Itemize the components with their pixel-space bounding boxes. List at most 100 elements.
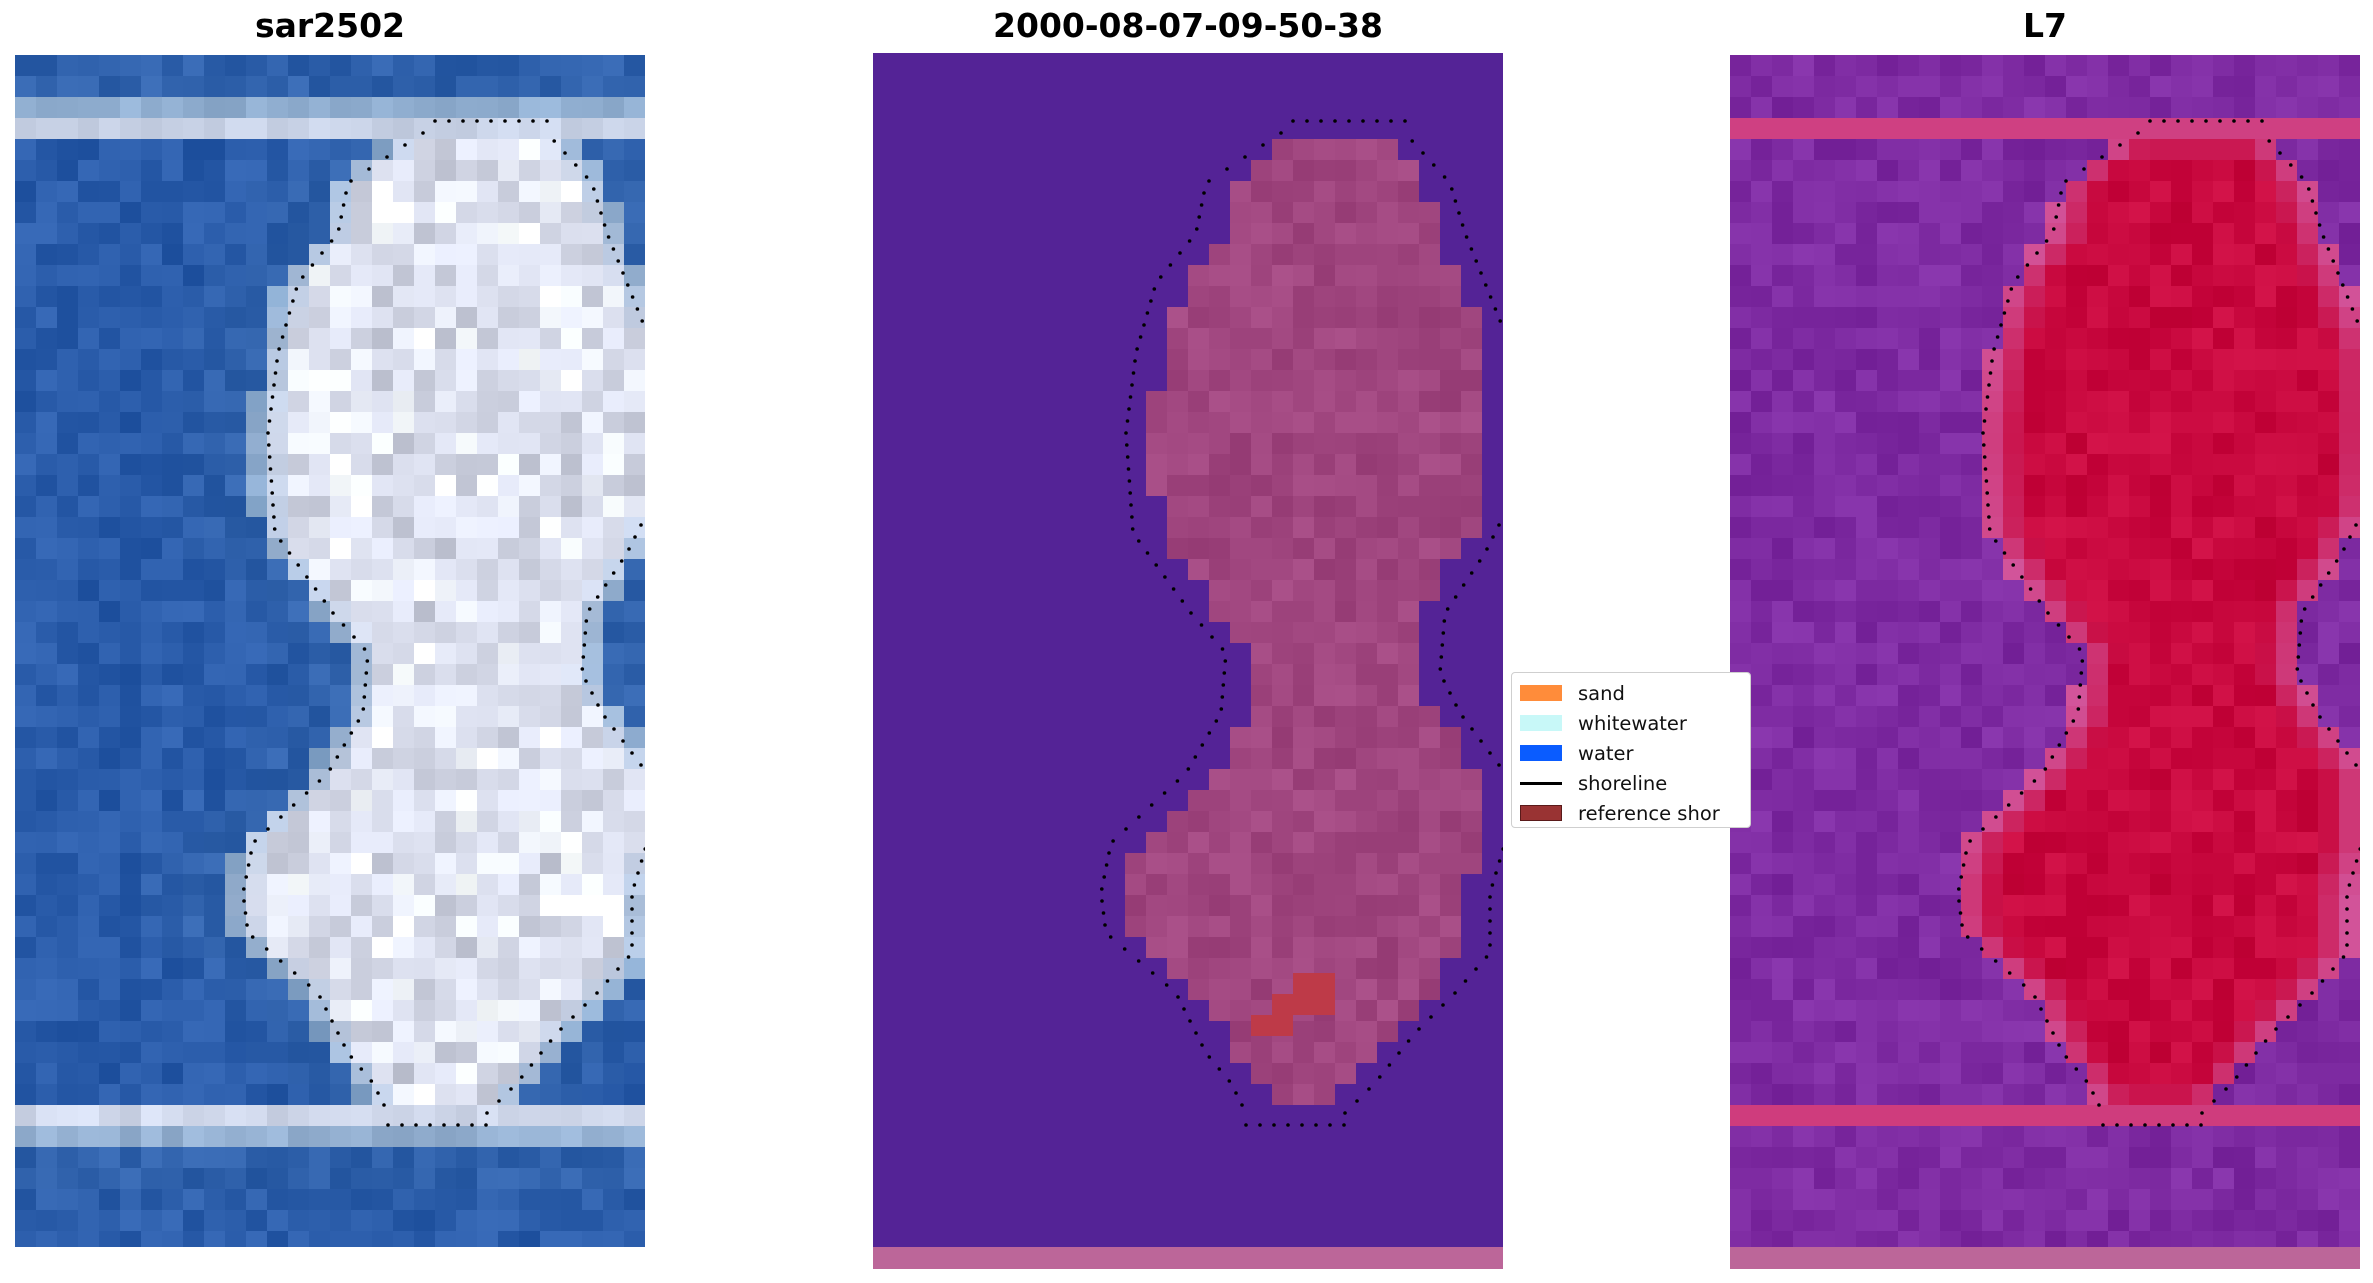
index-pixel [2003, 559, 2024, 580]
rgb-pixel [183, 496, 204, 517]
rgb-pixel [393, 1231, 414, 1247]
land-class-pixel [1251, 580, 1272, 601]
rgb-pixel [99, 433, 120, 454]
shoreline-dot [2278, 151, 2282, 155]
index-pixel [2234, 1189, 2255, 1210]
land-class-pixel [1146, 454, 1167, 475]
rgb-pixel [540, 349, 561, 370]
index-pixel [2003, 748, 2024, 769]
rgb-pixel [561, 538, 582, 559]
land-class-pixel [1251, 916, 1272, 937]
land-class-pixel [1125, 874, 1146, 895]
index-pixel [1877, 1210, 1898, 1231]
rgb-pixel [582, 769, 603, 790]
index-pixel [1940, 538, 1961, 559]
land-class-pixel [1440, 853, 1461, 874]
rgb-pixel [141, 601, 162, 622]
land-class-pixel [1356, 433, 1377, 454]
index-pixel [1877, 223, 1898, 244]
land-class-pixel [1398, 433, 1419, 454]
rgb-pixel [477, 475, 498, 496]
rgb-pixel [351, 1147, 372, 1168]
index-pixel [1877, 1105, 1898, 1126]
rgb-pixel [162, 748, 183, 769]
index-pixel [2255, 307, 2276, 328]
index-pixel [2087, 181, 2108, 202]
rgb-pixel [477, 622, 498, 643]
rgb-pixel [246, 433, 267, 454]
shoreline-dot [244, 875, 248, 879]
index-pixel [2108, 181, 2129, 202]
rgb-pixel [204, 1231, 225, 1247]
index-pixel [2318, 1210, 2339, 1231]
shoreline-dot [2067, 635, 2071, 639]
rgb-pixel [435, 1147, 456, 1168]
rgb-pixel [36, 97, 57, 118]
index-pixel [1982, 1021, 2003, 1042]
land-class-pixel [1356, 139, 1377, 160]
land-class-pixel [1293, 664, 1314, 685]
rgb-pixel [15, 769, 36, 790]
land-class-pixel [1314, 916, 1335, 937]
rgb-pixel [267, 475, 288, 496]
index-pixel [2045, 1210, 2066, 1231]
rgb-pixel [519, 370, 540, 391]
index-pixel [2003, 664, 2024, 685]
rgb-pixel [162, 97, 183, 118]
index-pixel [2066, 685, 2087, 706]
land-class-pixel [1230, 454, 1251, 475]
land-class-pixel [1167, 937, 1188, 958]
rgb-pixel [78, 181, 99, 202]
index-pixel [2045, 958, 2066, 979]
shoreline-dot [318, 995, 322, 999]
index-pixel [2087, 55, 2108, 76]
rgb-pixel [15, 685, 36, 706]
index-pixel [2234, 223, 2255, 244]
rgb-pixel [141, 55, 162, 76]
rgb-pixel [582, 412, 603, 433]
index-pixel [2297, 580, 2318, 601]
index-pixel [1730, 286, 1751, 307]
rgb-pixel [498, 874, 519, 895]
index-pixel [2339, 1231, 2360, 1252]
shoreline-dot [1988, 371, 1993, 375]
rgb-pixel [162, 916, 183, 937]
rgb-pixel [456, 244, 477, 265]
rgb-pixel [372, 790, 393, 811]
index-pixel [1961, 244, 1982, 265]
rgb-pixel [330, 727, 351, 748]
index-pixel [1877, 412, 1898, 433]
land-class-pixel [1335, 832, 1356, 853]
index-pixel [2045, 55, 2066, 76]
land-class-pixel [1251, 727, 1272, 748]
index-pixel [1940, 307, 1961, 328]
land-class-pixel [1440, 832, 1461, 853]
index-pixel [2129, 748, 2150, 769]
rgb-pixel [603, 349, 624, 370]
land-class-pixel [1356, 328, 1377, 349]
land-class-pixel [1251, 622, 1272, 643]
index-pixel [1856, 1042, 1877, 1063]
rgb-pixel [309, 727, 330, 748]
index-pixel [1940, 202, 1961, 223]
index-pixel [2276, 118, 2297, 139]
shoreline-dot [497, 1099, 501, 1103]
land-class-pixel [1335, 349, 1356, 370]
shoreline-dot [599, 211, 603, 215]
shoreline-dot [287, 311, 292, 315]
rgb-pixel [267, 1189, 288, 1210]
legend-item-sand: sand [1520, 681, 1625, 705]
rgb-pixel [36, 1021, 57, 1042]
index-pixel [2318, 874, 2339, 895]
index-pixel [1730, 496, 1751, 517]
rgb-pixel [78, 1210, 99, 1231]
index-pixel [2297, 349, 2318, 370]
rgb-pixel [624, 118, 645, 139]
index-pixel [2108, 1000, 2129, 1021]
rgb-pixel [561, 139, 582, 160]
land-class-pixel [1335, 979, 1356, 1000]
rgb-pixel [435, 832, 456, 853]
index-pixel [1919, 832, 1940, 853]
index-pixel [2129, 160, 2150, 181]
index-pixel [1793, 475, 1814, 496]
